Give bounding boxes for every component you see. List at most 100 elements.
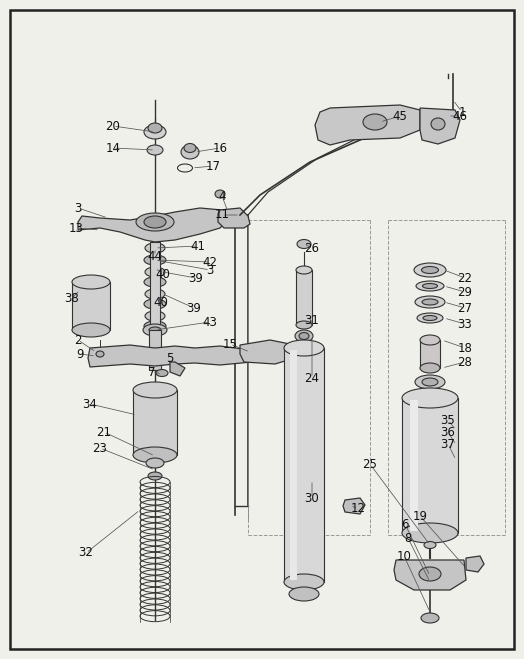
Ellipse shape	[147, 145, 163, 155]
Text: 41: 41	[191, 239, 205, 252]
Ellipse shape	[421, 613, 439, 623]
Text: 1: 1	[458, 105, 466, 119]
Ellipse shape	[420, 335, 440, 345]
Text: 42: 42	[202, 256, 217, 268]
Text: 5: 5	[166, 351, 173, 364]
Ellipse shape	[184, 144, 196, 152]
Text: 26: 26	[304, 241, 320, 254]
Text: 19: 19	[412, 509, 428, 523]
Text: 35: 35	[441, 413, 455, 426]
Polygon shape	[343, 498, 365, 514]
Ellipse shape	[181, 145, 199, 159]
Ellipse shape	[156, 370, 168, 376]
Polygon shape	[394, 560, 466, 590]
Ellipse shape	[144, 321, 166, 331]
Ellipse shape	[136, 213, 174, 231]
Text: 40: 40	[154, 295, 168, 308]
Ellipse shape	[420, 363, 440, 373]
Ellipse shape	[96, 351, 104, 357]
Ellipse shape	[144, 216, 166, 228]
Text: 28: 28	[457, 355, 473, 368]
Text: 17: 17	[205, 159, 221, 173]
Polygon shape	[170, 362, 185, 376]
Bar	[290, 350, 297, 580]
Bar	[410, 400, 418, 531]
Bar	[72, 282, 110, 330]
Ellipse shape	[145, 243, 165, 253]
Ellipse shape	[215, 190, 225, 198]
Text: 2: 2	[74, 333, 82, 347]
Ellipse shape	[148, 472, 162, 480]
Text: 43: 43	[203, 316, 217, 328]
Ellipse shape	[148, 123, 162, 133]
Text: 27: 27	[457, 302, 473, 314]
Ellipse shape	[295, 330, 313, 342]
Ellipse shape	[419, 567, 441, 581]
Text: 20: 20	[105, 119, 121, 132]
Text: 29: 29	[457, 285, 473, 299]
Ellipse shape	[133, 447, 177, 463]
Polygon shape	[240, 340, 295, 364]
Text: 44: 44	[147, 250, 162, 262]
Text: 24: 24	[304, 372, 320, 384]
Ellipse shape	[296, 266, 312, 274]
Ellipse shape	[144, 299, 166, 309]
Bar	[133, 390, 177, 455]
Text: 21: 21	[96, 426, 112, 438]
Text: 14: 14	[105, 142, 121, 154]
Text: 37: 37	[441, 438, 455, 451]
Ellipse shape	[145, 311, 165, 321]
Text: 31: 31	[304, 314, 320, 326]
Text: 34: 34	[83, 397, 97, 411]
Text: 15: 15	[223, 337, 237, 351]
Text: 39: 39	[187, 302, 201, 314]
Text: 46: 46	[453, 109, 467, 123]
Ellipse shape	[149, 327, 161, 333]
Ellipse shape	[417, 313, 443, 323]
Text: 11: 11	[214, 208, 230, 221]
Text: 36: 36	[441, 426, 455, 438]
Text: 45: 45	[392, 109, 408, 123]
Ellipse shape	[415, 375, 445, 389]
Text: 16: 16	[213, 142, 227, 154]
Ellipse shape	[402, 388, 458, 408]
Ellipse shape	[296, 321, 312, 329]
Ellipse shape	[423, 316, 437, 320]
Ellipse shape	[72, 275, 110, 289]
Ellipse shape	[284, 340, 324, 356]
Ellipse shape	[416, 281, 444, 291]
Text: 30: 30	[304, 492, 319, 505]
Bar	[284, 348, 324, 582]
Ellipse shape	[297, 239, 311, 248]
Text: 13: 13	[69, 221, 83, 235]
Text: 6: 6	[401, 517, 409, 530]
Polygon shape	[218, 208, 250, 228]
Text: 32: 32	[79, 546, 93, 559]
Text: 33: 33	[457, 318, 472, 331]
Ellipse shape	[299, 333, 309, 339]
Text: 10: 10	[397, 550, 411, 563]
Text: 25: 25	[363, 457, 377, 471]
Ellipse shape	[422, 283, 438, 289]
Text: 22: 22	[457, 272, 473, 285]
Ellipse shape	[144, 125, 166, 139]
Ellipse shape	[145, 289, 165, 299]
Text: 18: 18	[457, 341, 473, 355]
Ellipse shape	[133, 382, 177, 398]
Ellipse shape	[145, 267, 165, 277]
Ellipse shape	[146, 458, 164, 468]
Text: 3: 3	[74, 202, 82, 214]
Ellipse shape	[72, 323, 110, 337]
Polygon shape	[420, 108, 460, 144]
Ellipse shape	[422, 378, 438, 386]
Ellipse shape	[415, 296, 445, 308]
Ellipse shape	[143, 324, 167, 336]
Text: 23: 23	[93, 442, 107, 455]
Ellipse shape	[363, 114, 387, 130]
Text: 40: 40	[156, 268, 170, 281]
Ellipse shape	[421, 266, 439, 273]
Text: 3: 3	[206, 264, 214, 277]
Text: 38: 38	[64, 291, 79, 304]
Ellipse shape	[431, 118, 445, 130]
Polygon shape	[78, 208, 228, 242]
